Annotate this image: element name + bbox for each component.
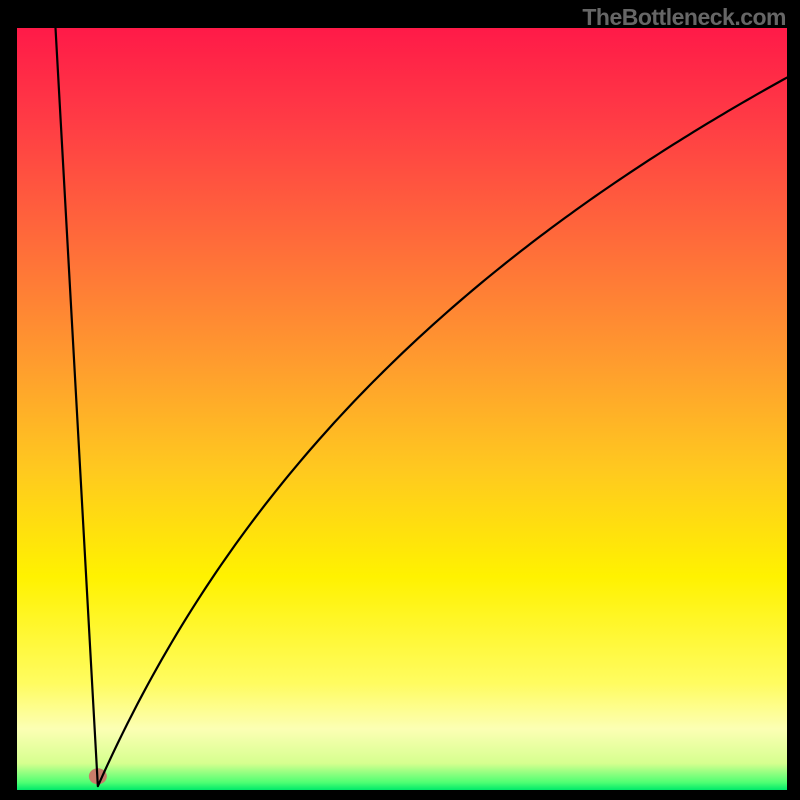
watermark-text: TheBottleneck.com — [582, 4, 786, 31]
chart-container: TheBottleneck.com — [0, 0, 800, 800]
bottleneck-chart-svg — [0, 0, 800, 800]
plot-background — [17, 28, 787, 790]
